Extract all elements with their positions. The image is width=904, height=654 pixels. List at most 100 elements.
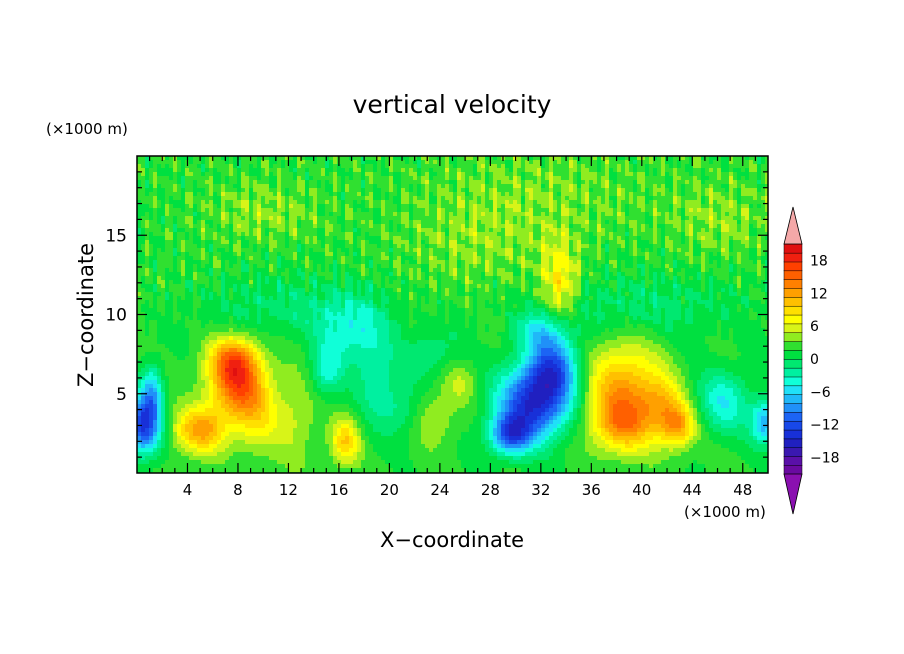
- field-cell: [601, 224, 606, 229]
- field-cell: [601, 260, 606, 265]
- field-cell: [529, 220, 534, 225]
- field-cell: [669, 272, 674, 277]
- field-cell: [425, 268, 430, 273]
- field-cell: [253, 156, 258, 161]
- field-cell: [173, 240, 178, 245]
- field-cell: [529, 188, 534, 193]
- field-cell: [545, 196, 550, 201]
- field-cell: [737, 232, 742, 237]
- field-cell: [709, 172, 714, 177]
- field-cell: [633, 224, 638, 229]
- field-cell: [749, 268, 754, 273]
- field-cell: [385, 260, 390, 265]
- field-cell: [717, 236, 722, 241]
- field-cell: [357, 172, 362, 177]
- field-cell: [361, 264, 366, 269]
- field-cell: [721, 248, 726, 253]
- field-cell: [601, 272, 606, 277]
- field-cell: [465, 188, 470, 193]
- field-cell: [737, 188, 742, 193]
- field-cell: [365, 264, 370, 269]
- field-cell: [589, 276, 594, 281]
- field-cell: [417, 224, 422, 229]
- field-cell: [321, 280, 326, 285]
- field-cell: [733, 180, 738, 185]
- field-cell: [485, 188, 490, 193]
- field-cell: [377, 256, 382, 261]
- field-cell: [349, 240, 354, 245]
- field-cell: [313, 248, 318, 253]
- field-cell: [481, 176, 486, 181]
- field-cell: [265, 200, 270, 205]
- field-cell: [465, 276, 470, 281]
- field-cell: [257, 256, 262, 261]
- field-cell: [325, 172, 330, 177]
- field-cell: [461, 168, 466, 173]
- field-cell: [745, 208, 750, 213]
- field-cell: [581, 252, 586, 257]
- field-cell: [481, 160, 486, 165]
- field-cell: [157, 252, 162, 257]
- field-cell: [405, 240, 410, 245]
- field-cell: [597, 192, 602, 197]
- field-cell: [349, 256, 354, 261]
- field-cell: [521, 176, 526, 181]
- field-cell: [221, 224, 226, 229]
- field-cell: [181, 212, 186, 217]
- field-cell: [209, 172, 214, 177]
- field-cell: [621, 248, 626, 253]
- field-cell: [257, 260, 262, 265]
- field-cell: [237, 192, 242, 197]
- field-cell: [137, 244, 142, 249]
- field-cell: [353, 232, 358, 237]
- field-cell: [701, 232, 706, 237]
- field-cell: [437, 260, 442, 265]
- field-cell: [221, 168, 226, 173]
- field-cell: [633, 252, 638, 257]
- field-cell: [473, 248, 478, 253]
- field-cell: [373, 232, 378, 237]
- field-cell: [713, 268, 718, 273]
- field-cell: [389, 224, 394, 229]
- field-cell: [253, 256, 258, 261]
- field-cell: [765, 232, 768, 237]
- field-cell: [313, 160, 318, 165]
- field-cell: [457, 184, 462, 189]
- field-cell: [373, 204, 378, 209]
- field-cell: [693, 252, 698, 257]
- field-cell: [629, 204, 634, 209]
- field-cell: [757, 208, 762, 213]
- field-cell: [341, 276, 346, 281]
- field-cell: [557, 236, 562, 241]
- field-cell: [677, 180, 682, 185]
- field-cell: [361, 176, 366, 181]
- field-cell: [381, 196, 386, 201]
- field-cell: [753, 168, 758, 173]
- field-cell: [585, 156, 590, 161]
- field-cell: [229, 208, 234, 213]
- field-cell: [509, 228, 514, 233]
- field-cell: [165, 236, 170, 241]
- field-cell: [145, 212, 150, 217]
- field-cell: [177, 272, 182, 277]
- field-cell: [445, 200, 450, 205]
- field-cell: [165, 232, 170, 237]
- field-cell: [353, 184, 358, 189]
- field-cell: [325, 244, 330, 249]
- field-cell: [717, 232, 722, 237]
- field-cell: [565, 212, 570, 217]
- field-cell: [165, 280, 170, 285]
- field-cell: [497, 188, 502, 193]
- field-cell: [297, 276, 302, 281]
- field-cell: [253, 196, 258, 201]
- field-cell: [357, 220, 362, 225]
- field-cell: [425, 244, 430, 249]
- field-cell: [473, 172, 478, 177]
- field-cell: [433, 184, 438, 189]
- field-cell: [633, 176, 638, 181]
- field-cell: [397, 164, 402, 169]
- field-cell: [409, 168, 414, 173]
- field-cell: [193, 188, 198, 193]
- field-cell: [317, 188, 322, 193]
- field-cell: [669, 180, 674, 185]
